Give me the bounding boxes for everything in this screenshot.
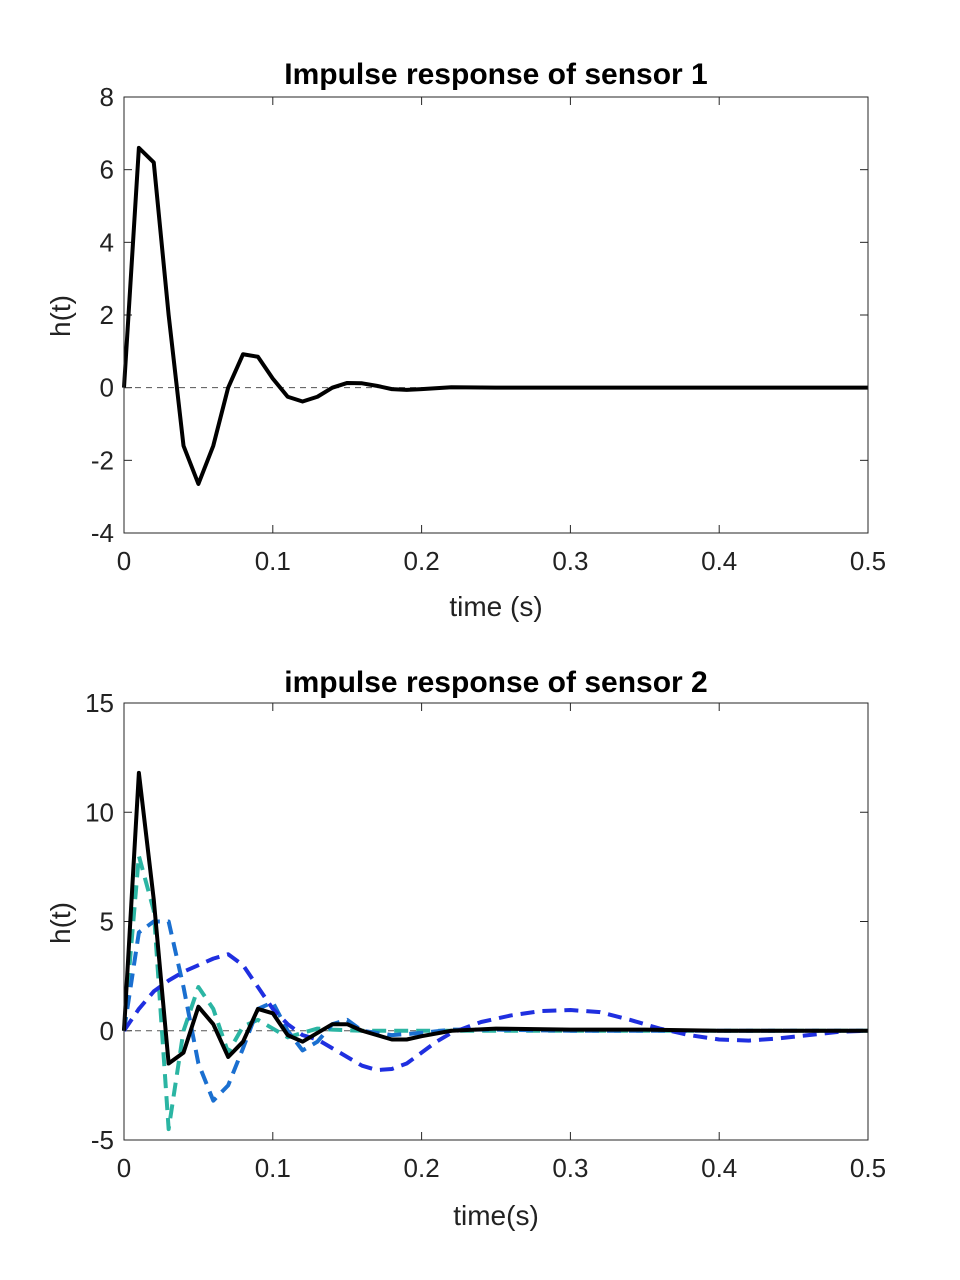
y-tick-label: 0 <box>100 373 114 403</box>
plot-sensor-1: Impulse response of sensor 1 0 0.1 0.2 0.3 0… <box>45 58 886 622</box>
series-layer <box>122 770 869 1132</box>
y-axis-label: h(t) <box>45 295 76 337</box>
x-tick-label: 0.3 <box>552 546 588 576</box>
y-tick-label: -4 <box>91 518 114 548</box>
tick-layer: 0 0.1 0.2 0.3 0.4 0.5 -4 -2 0 2 4 6 8 <box>91 82 886 576</box>
y-tick-label: 8 <box>100 82 114 112</box>
y-tick-label: 6 <box>100 155 114 185</box>
x-axis-label: time(s) <box>453 1200 539 1231</box>
x-axis-label: time (s) <box>449 591 542 622</box>
y-tick-label: 4 <box>100 227 114 257</box>
y-tick-label: -5 <box>91 1125 114 1155</box>
y-tick-label: 5 <box>100 907 114 937</box>
x-tick-label: 0 <box>117 1153 131 1183</box>
y-tick-label: -2 <box>91 445 114 475</box>
x-tick-label: 0 <box>117 546 131 576</box>
series-line-2 <box>122 919 868 1103</box>
axes-frame <box>123 96 869 534</box>
series-line-4 <box>122 770 868 1066</box>
y-tick-label: 10 <box>85 797 114 827</box>
series-line-1 <box>122 853 868 1132</box>
chart-title: Impulse response of sensor 1 <box>284 58 707 91</box>
y-tick-label: 15 <box>85 688 114 718</box>
plot-sensor-2: impulse response of sensor 2 0 0.1 0.2 0.3 0… <box>45 666 886 1231</box>
y-tick-label: 0 <box>100 1016 114 1046</box>
series-layer <box>122 145 868 486</box>
x-tick-label: 0.2 <box>404 1153 440 1183</box>
chart-title: impulse response of sensor 2 <box>284 666 707 699</box>
series-line-1 <box>122 145 868 486</box>
y-axis-label: h(t) <box>45 902 76 944</box>
y-tick-label: 2 <box>100 300 114 330</box>
x-tick-label: 0.4 <box>701 546 737 576</box>
x-tick-label: 0.5 <box>850 546 886 576</box>
x-tick-label: 0.2 <box>404 546 440 576</box>
x-tick-label: 0.3 <box>552 1153 588 1183</box>
x-tick-label: 0.1 <box>255 546 291 576</box>
x-tick-label: 0.5 <box>850 1153 886 1183</box>
series-line-3 <box>122 952 869 1073</box>
axes-frame <box>123 702 869 1141</box>
x-tick-label: 0.4 <box>701 1153 737 1183</box>
x-tick-label: 0.1 <box>255 1153 291 1183</box>
